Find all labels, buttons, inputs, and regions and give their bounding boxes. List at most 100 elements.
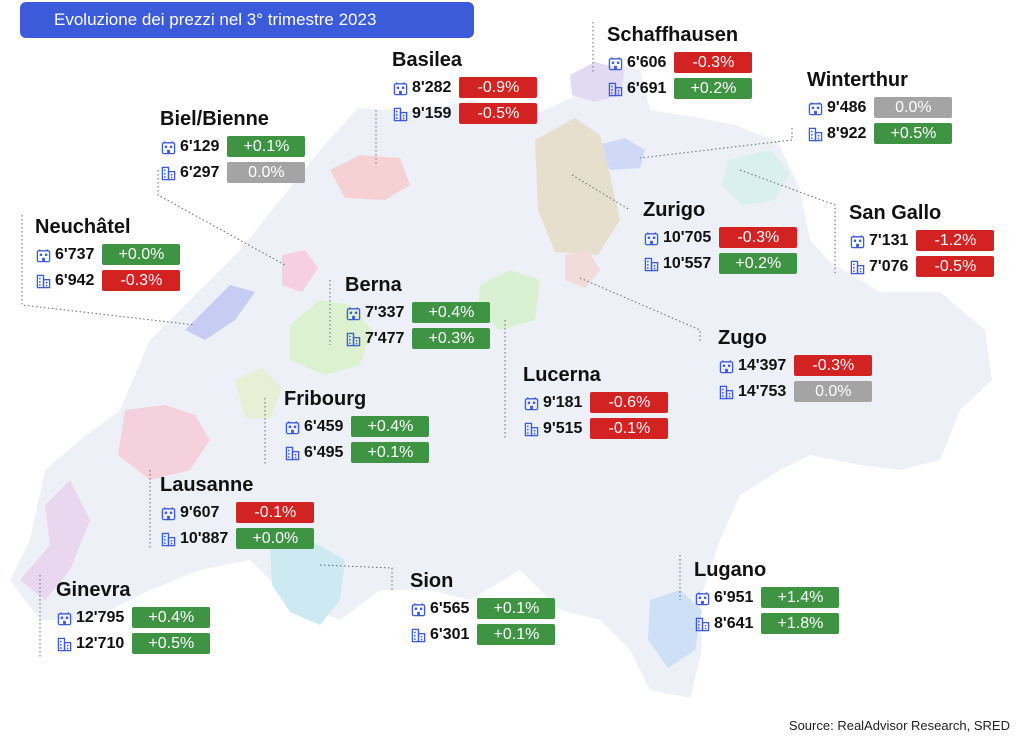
house-price: 14'753 [738,383,787,400]
house-change-badge: -0.1% [590,418,669,439]
house-icon [160,165,176,181]
apartment-row: 6'565 +0.1% [410,596,556,622]
house-row: 6'691 +0.2% [607,76,753,102]
house-row: 6'301 +0.1% [410,622,556,648]
apartment-change-badge: +1.4% [761,587,840,608]
city-name: Berna [345,274,402,296]
leader-sion [319,564,393,590]
house-row: 6'942 -0.3% [35,268,181,294]
city-name: Lucerna [523,364,601,386]
house-price: 12'710 [76,635,125,652]
region-lausanne [118,405,210,480]
apartment-row: 7'337 +0.4% [345,300,491,326]
leader-lines [21,22,836,658]
city-berna: Berna 7'337 +0.4% 7'477 +0.3% [345,270,491,352]
city-name: Winterthur [807,69,908,91]
house-price: 6'495 [304,444,344,461]
apartment-row: 9'607 -0.1% [160,500,315,526]
city-lugano: Lugano 6'951 +1.4% 8'641 +1.8% [694,555,840,637]
house-row: 10'557 +0.2% [643,251,798,277]
apartment-icon [643,230,659,246]
house-price: 6'942 [55,272,95,289]
leader-winterthur [639,128,793,159]
apartment-row: 9'486 0.0% [807,95,953,121]
apartment-price: 8'282 [412,79,452,96]
leader-biel [157,170,286,266]
city-name: Zugo [718,327,767,349]
apartment-icon [345,305,361,321]
house-row: 8'641 +1.8% [694,611,840,637]
apartment-change-badge: -0.3% [719,227,798,248]
apartment-row: 9'181 -0.6% [523,390,669,416]
apartment-icon [56,610,72,626]
city-sangallo: San Gallo 7'131 -1.2% 7'076 -0.5% [849,198,995,280]
apartment-price: 9'607 [180,504,220,521]
apartment-price: 7'337 [365,304,405,321]
leader-zurigo [571,174,631,211]
house-change-badge: +0.5% [132,633,211,654]
apartment-price: 7'131 [869,232,909,249]
apartment-icon [807,100,823,116]
city-winterthur: Winterthur 9'486 0.0% 8'922 +0.5% [807,65,953,147]
apartment-row: 8'282 -0.9% [392,75,538,101]
apartment-icon [160,505,176,521]
region-lucerna [478,270,540,330]
house-icon [807,126,823,142]
house-row: 6'297 0.0% [160,160,306,186]
apartment-change-badge: -0.9% [459,77,538,98]
apartment-icon [849,233,865,249]
house-icon [35,273,51,289]
apartment-icon [718,358,734,374]
house-change-badge: +0.3% [412,328,491,349]
house-price: 10'887 [180,530,229,547]
house-icon [410,627,426,643]
apartment-row: 10'705 -0.3% [643,225,798,251]
house-icon [523,421,539,437]
house-change-badge: +0.0% [236,528,315,549]
apartment-change-badge: +0.0% [102,244,181,265]
apartment-row: 6'737 +0.0% [35,242,181,268]
house-price: 9'159 [412,105,452,122]
leader-sangallo [739,169,836,275]
region-zugo [565,250,600,288]
house-row: 9'159 -0.5% [392,101,538,127]
house-icon [56,636,72,652]
region-lugano [648,590,702,668]
region-zurigo [535,118,620,255]
house-change-badge: +0.5% [874,123,953,144]
house-change-badge: 0.0% [794,381,873,402]
region-winterthur [598,138,645,170]
apartment-price: 6'129 [180,138,220,155]
apartment-row: 7'131 -1.2% [849,228,995,254]
city-name: Biel/Bienne [160,108,269,130]
apartment-icon [523,395,539,411]
apartment-change-badge: +0.1% [227,136,306,157]
map-title: Evoluzione dei prezzi nel 3° trimestre 2… [20,2,474,38]
city-name: Ginevra [56,579,131,601]
house-change-badge: -0.5% [459,103,538,124]
city-fribourg: Fribourg 6'459 +0.4% 6'495 +0.1% [284,384,430,466]
house-row: 8'922 +0.5% [807,121,953,147]
city-sion: Sion 6'565 +0.1% 6'301 +0.1% [410,566,556,648]
city-basilea: Basilea 8'282 -0.9% 9'159 -0.5% [392,45,538,127]
apartment-icon [35,247,51,263]
house-price: 8'922 [827,125,867,142]
apartment-row: 12'795 +0.4% [56,605,211,631]
house-row: 14'753 0.0% [718,379,873,405]
apartment-icon [694,590,710,606]
region-sangallo [722,150,790,205]
house-price: 9'515 [543,420,583,437]
city-biel: Biel/Bienne 6'129 +0.1% 6'297 0.0% [160,104,306,186]
apartment-price: 9'486 [827,99,867,116]
apartment-row: 6'129 +0.1% [160,134,306,160]
house-change-badge: +0.2% [674,78,753,99]
house-price: 7'076 [869,258,909,275]
house-change-badge: 0.0% [227,162,306,183]
city-name: Neuchâtel [35,216,131,238]
city-name: Schaffhausen [607,24,739,46]
region-biel [282,250,318,292]
apartment-change-badge: -0.3% [674,52,753,73]
apartment-row: 6'459 +0.4% [284,414,430,440]
apartment-icon [392,80,408,96]
house-change-badge: +0.1% [477,624,556,645]
